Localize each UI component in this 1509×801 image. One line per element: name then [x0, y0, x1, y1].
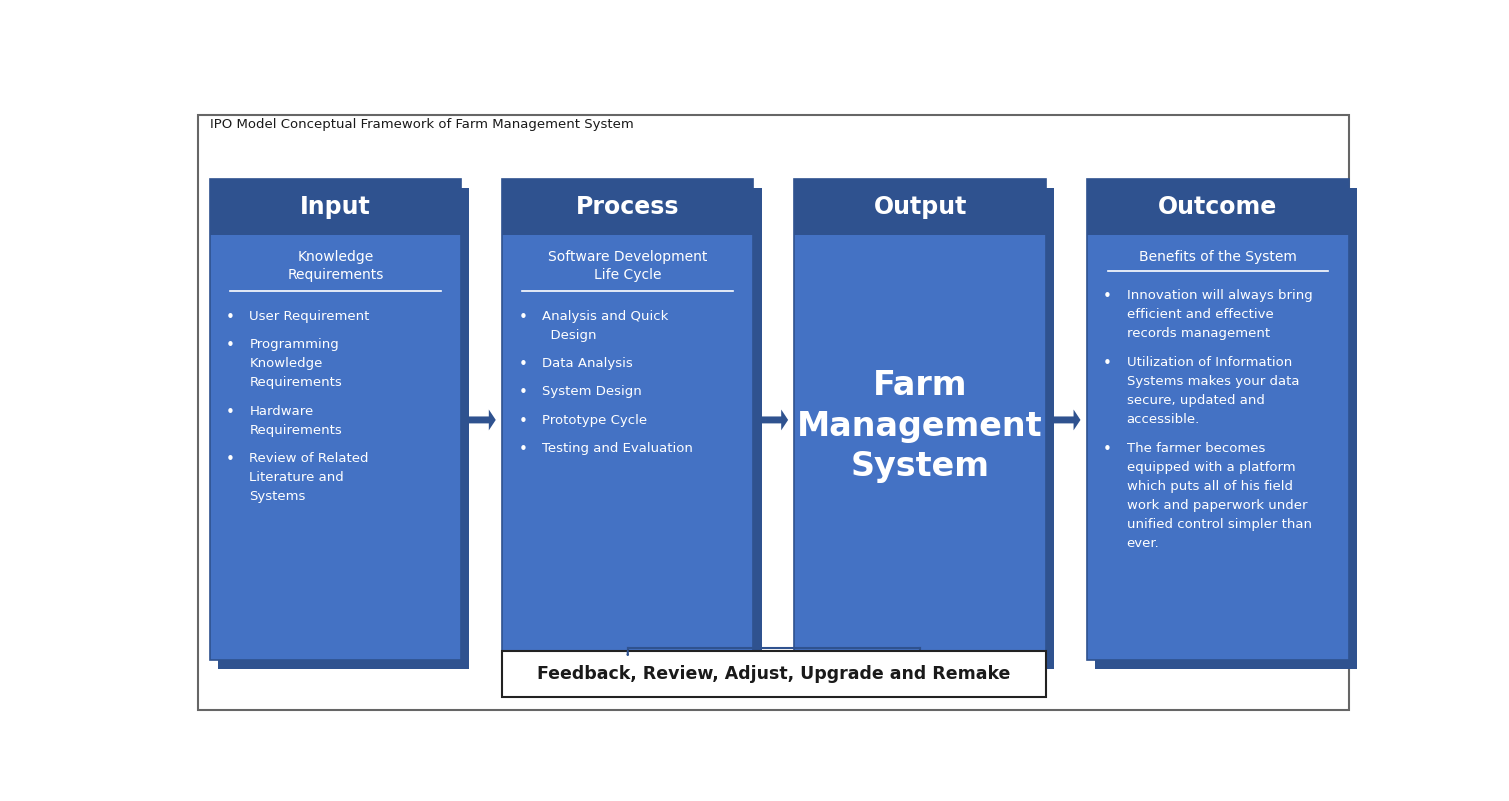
- FancyBboxPatch shape: [198, 115, 1349, 710]
- Text: unified control simpler than: unified control simpler than: [1127, 518, 1311, 531]
- Text: Output: Output: [874, 195, 967, 219]
- Text: Programming: Programming: [249, 338, 340, 351]
- Text: •: •: [226, 338, 235, 353]
- FancyBboxPatch shape: [210, 179, 462, 235]
- Text: Prototype Cycle: Prototype Cycle: [542, 414, 647, 427]
- Text: Data Analysis: Data Analysis: [542, 357, 632, 370]
- Text: •: •: [519, 309, 527, 324]
- Text: Review of Related: Review of Related: [249, 452, 368, 465]
- FancyBboxPatch shape: [1086, 179, 1349, 235]
- Text: •: •: [1103, 356, 1112, 371]
- FancyBboxPatch shape: [1086, 179, 1349, 661]
- FancyBboxPatch shape: [794, 179, 1046, 661]
- Text: Requirements: Requirements: [249, 376, 343, 389]
- Text: •: •: [226, 405, 235, 420]
- Text: Hardware: Hardware: [249, 405, 314, 417]
- Text: •: •: [519, 442, 527, 457]
- Text: Requirements: Requirements: [249, 424, 343, 437]
- Text: Knowledge: Knowledge: [249, 357, 323, 370]
- Text: Literature and: Literature and: [249, 471, 344, 484]
- FancyBboxPatch shape: [217, 188, 469, 669]
- Text: Design: Design: [542, 328, 596, 342]
- FancyBboxPatch shape: [510, 188, 762, 669]
- Text: •: •: [226, 309, 235, 324]
- Text: Innovation will always bring: Innovation will always bring: [1127, 289, 1313, 302]
- Text: accessible.: accessible.: [1127, 413, 1200, 426]
- Text: Systems makes your data: Systems makes your data: [1127, 375, 1299, 388]
- Text: •: •: [226, 452, 235, 467]
- Text: User Requirement: User Requirement: [249, 309, 370, 323]
- Text: ever.: ever.: [1127, 537, 1159, 550]
- Text: The farmer becomes: The farmer becomes: [1127, 441, 1265, 454]
- FancyBboxPatch shape: [502, 179, 753, 235]
- FancyBboxPatch shape: [803, 188, 1055, 669]
- Text: work and paperwork under: work and paperwork under: [1127, 499, 1307, 512]
- Text: Testing and Evaluation: Testing and Evaluation: [542, 442, 693, 455]
- Text: IPO Model Conceptual Framework of Farm Management System: IPO Model Conceptual Framework of Farm M…: [210, 118, 634, 131]
- Text: equipped with a platform: equipped with a platform: [1127, 461, 1295, 473]
- FancyBboxPatch shape: [1096, 188, 1357, 669]
- Text: secure, updated and: secure, updated and: [1127, 394, 1265, 407]
- FancyBboxPatch shape: [502, 179, 753, 661]
- Text: Farm
Management
System: Farm Management System: [797, 368, 1043, 483]
- FancyBboxPatch shape: [502, 651, 1046, 698]
- Text: •: •: [519, 385, 527, 400]
- Text: Systems: Systems: [249, 490, 306, 503]
- Text: Benefits of the System: Benefits of the System: [1139, 250, 1296, 264]
- FancyBboxPatch shape: [794, 179, 1046, 235]
- Text: System Design: System Design: [542, 385, 641, 398]
- Text: Process: Process: [576, 195, 679, 219]
- Text: •: •: [519, 414, 527, 429]
- Text: which puts all of his field: which puts all of his field: [1127, 480, 1293, 493]
- Text: Input: Input: [300, 195, 371, 219]
- Text: efficient and effective: efficient and effective: [1127, 308, 1274, 321]
- Text: •: •: [519, 357, 527, 372]
- Text: •: •: [1103, 289, 1112, 304]
- Text: Knowledge
Requirements: Knowledge Requirements: [287, 250, 383, 282]
- FancyBboxPatch shape: [210, 179, 462, 661]
- Text: records management: records management: [1127, 328, 1269, 340]
- Text: Software Development
Life Cycle: Software Development Life Cycle: [548, 250, 708, 282]
- Text: Utilization of Information: Utilization of Information: [1127, 356, 1292, 368]
- Text: •: •: [1103, 441, 1112, 457]
- Text: Outcome: Outcome: [1157, 195, 1278, 219]
- Text: Feedback, Review, Adjust, Upgrade and Remake: Feedback, Review, Adjust, Upgrade and Re…: [537, 666, 1011, 683]
- Text: Analysis and Quick: Analysis and Quick: [542, 309, 668, 323]
